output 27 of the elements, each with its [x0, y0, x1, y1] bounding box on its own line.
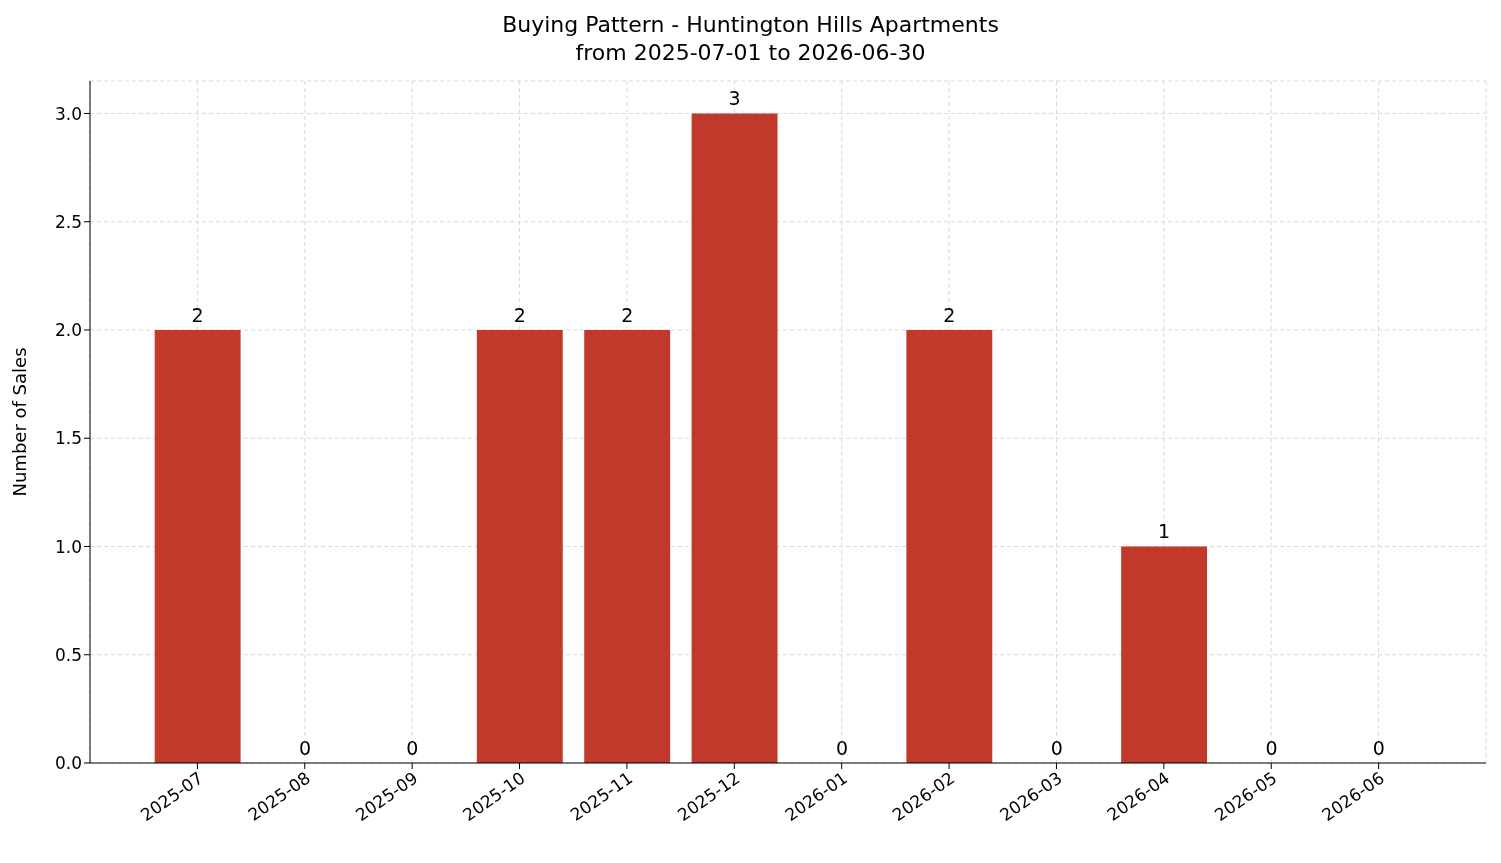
bar	[154, 329, 241, 763]
data-label: 1	[1158, 520, 1171, 543]
bar	[906, 329, 993, 763]
y-tick-label: 2.0	[54, 320, 82, 341]
y-tick-label: 0.5	[54, 644, 82, 665]
data-label: 3	[728, 87, 741, 110]
data-label: 2	[191, 303, 204, 326]
data-label: 0	[1050, 736, 1063, 759]
bar	[584, 329, 671, 763]
data-label: 0	[1372, 736, 1385, 759]
data-label: 2	[943, 303, 956, 326]
data-label: 2	[621, 303, 634, 326]
y-axis-title: Number of Sales	[9, 347, 31, 497]
bar	[691, 113, 778, 763]
data-label: 0	[1265, 736, 1278, 759]
y-tick-label: 2.5	[54, 211, 82, 232]
data-label: 2	[513, 303, 526, 326]
y-tick-label: 1.5	[54, 428, 82, 449]
y-tick-label: 0.0	[54, 753, 82, 774]
data-label: 0	[406, 736, 419, 759]
data-label: 0	[298, 736, 312, 759]
chart-title: Buying Pattern - Huntington Hills Apartments from 2025-07-01 to 2026-06-30	[501, 11, 1000, 67]
y-tick-label: 3.0	[54, 103, 82, 124]
y-tick-label: 1.0	[54, 536, 82, 557]
data-label: 0	[835, 736, 848, 759]
bar	[1121, 546, 1208, 763]
bar	[476, 329, 563, 763]
